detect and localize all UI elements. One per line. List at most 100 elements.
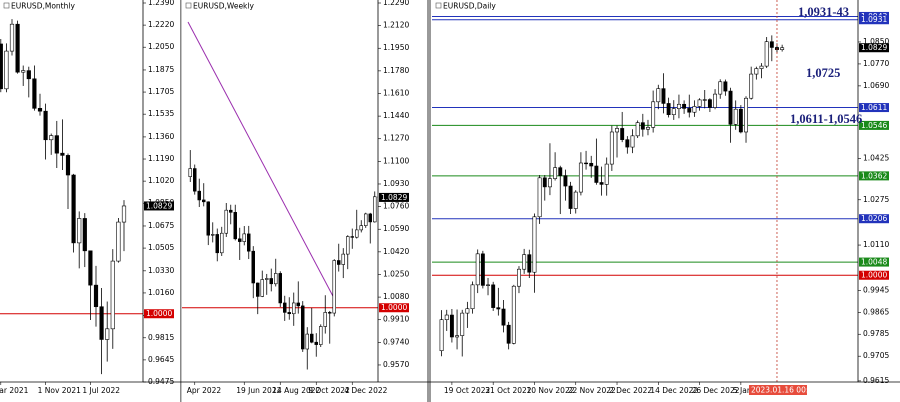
candle-body <box>54 135 59 154</box>
candle-body <box>328 312 332 314</box>
candle-body <box>341 253 345 265</box>
level-box <box>859 120 889 130</box>
candle-body <box>563 175 568 187</box>
candle-body <box>99 306 104 340</box>
y-tick-label: 1.0770 <box>863 59 889 68</box>
candle-body <box>229 209 233 213</box>
x-tick-label: 22 Nov 2022 <box>568 386 616 395</box>
y-tick-label: 1.0760 <box>383 202 409 211</box>
candle-body <box>15 23 20 73</box>
candle-body <box>460 312 465 336</box>
weekly-plot <box>182 21 378 370</box>
y-tick-label: 0.9785 <box>863 329 889 338</box>
y-tick-label: 0.9570 <box>383 360 409 369</box>
candle-body <box>346 236 350 255</box>
candle-body <box>697 99 702 107</box>
candle-body <box>449 314 454 338</box>
candle-body <box>707 99 712 108</box>
panel-divider <box>427 0 431 402</box>
candle-body <box>197 190 201 201</box>
x-tick-label: 19 Jun 2022 <box>236 386 281 395</box>
candle-body <box>82 218 87 252</box>
candle-body <box>728 90 733 125</box>
candle-body <box>506 324 511 344</box>
y-tick-label: 1.0425 <box>863 154 889 163</box>
level-box <box>859 15 889 25</box>
candle-body <box>4 50 9 90</box>
candle-body <box>754 68 759 75</box>
level-box-label: 1.0000 <box>146 309 172 318</box>
y-tick-label: 1.1875 <box>148 65 174 74</box>
candle-body <box>609 131 614 165</box>
title-icon <box>435 2 442 9</box>
candle-body <box>769 41 774 48</box>
candle-body <box>749 73 754 99</box>
candle-body <box>121 205 127 223</box>
candle-body <box>542 177 547 188</box>
x-tick-label: Mar 2021 <box>0 386 29 395</box>
candle-body <box>93 284 99 308</box>
candle-body <box>517 268 521 287</box>
y-tick-label: 1.0275 <box>863 195 889 204</box>
candle-body <box>604 163 609 185</box>
candle-body <box>37 108 43 112</box>
level-box <box>859 214 889 224</box>
candle-body <box>635 122 640 137</box>
y-tick-label: 1.1440 <box>383 111 409 120</box>
candle-body <box>88 250 93 286</box>
candle-body <box>568 185 573 209</box>
candle-body <box>9 23 15 52</box>
y-tick-label: 1.2120 <box>383 21 409 30</box>
x-tick-label: Apr 2022 <box>187 386 222 395</box>
candle-body <box>646 127 650 130</box>
candle-body <box>718 81 723 95</box>
candle-body <box>350 236 354 238</box>
candle-body <box>319 326 323 345</box>
candle-body <box>475 253 480 286</box>
candle-body <box>287 312 291 315</box>
candle-body <box>242 233 246 242</box>
x-tick-label: 1 Nov 2021 <box>38 386 81 395</box>
title-icon <box>3 2 10 9</box>
y-tick-label: 0.9645 <box>148 355 174 364</box>
candle-body <box>594 165 599 183</box>
candle-body <box>692 106 697 113</box>
y-tick-label: 1.0590 <box>383 224 409 233</box>
candle-body <box>480 253 485 286</box>
candle-body <box>238 238 242 242</box>
candle-body <box>671 108 676 115</box>
candle-body <box>630 135 635 148</box>
candle-body <box>373 196 377 223</box>
annotation: 1,0611-1,0546 <box>790 112 862 126</box>
x-tick-label: 14 Aug 2022 <box>272 386 320 395</box>
candle-body <box>661 88 666 104</box>
y-tick-label: 0.9815 <box>148 333 174 342</box>
price-box <box>859 43 889 53</box>
title-icon <box>185 2 192 9</box>
level-box <box>859 270 889 280</box>
y-tick-label: 1.0330 <box>148 266 174 275</box>
y-tick-label: 1.2050 <box>148 42 174 51</box>
candle-body <box>584 162 589 165</box>
x-tick-label: 14 Dec 2022 <box>650 386 698 395</box>
chart-title: EURUSD,Daily <box>443 2 496 11</box>
candle-body <box>260 279 264 297</box>
candle-body <box>224 209 228 234</box>
panel-divider <box>180 0 182 402</box>
candle-body <box>77 218 82 244</box>
candle-body <box>496 307 501 310</box>
price-box-label: 1.0829 <box>381 193 407 202</box>
y-tick-label: 0.9945 <box>863 285 889 294</box>
daily-plot <box>432 0 858 382</box>
candle-body <box>21 70 26 73</box>
y-tick-label: 1.0505 <box>148 243 174 252</box>
candle-body <box>439 319 444 352</box>
candle-body <box>764 41 769 67</box>
candle-body <box>278 273 282 304</box>
candle-body <box>651 101 656 128</box>
candle-body <box>71 174 76 244</box>
y-tick-label: 1.1610 <box>383 88 409 97</box>
crosshair-box <box>748 385 807 395</box>
level-box-label: 1.0931 <box>861 15 887 24</box>
